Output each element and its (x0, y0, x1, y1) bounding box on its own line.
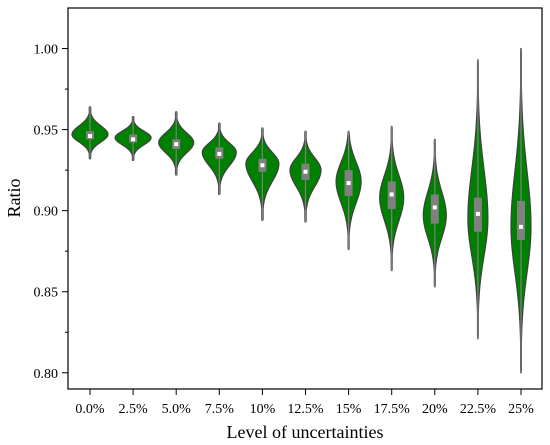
x-tick-label-8: 20% (422, 402, 448, 417)
median-5 (303, 169, 308, 174)
y-tick-label-2: 0.90 (34, 205, 59, 220)
x-tick-label-3: 7.5% (205, 402, 235, 417)
x-tick-label-9: 22.5% (460, 402, 497, 417)
median-9 (475, 211, 480, 216)
box-10 (517, 200, 525, 240)
median-1 (131, 137, 136, 142)
median-4 (260, 163, 265, 168)
x-tick-label-4: 10% (250, 402, 276, 417)
x-tick-label-1: 2.5% (119, 402, 149, 417)
median-6 (346, 181, 351, 186)
x-tick-label-0: 0.0% (75, 402, 105, 417)
x-tick-label-6: 15% (336, 402, 362, 417)
median-10 (519, 224, 523, 229)
x-tick-label-2: 5.0% (162, 402, 192, 417)
x-tick-label-5: 12.5% (287, 402, 324, 417)
y-tick-label-4: 1.00 (34, 43, 59, 58)
x-tick-label-7: 17.5% (374, 402, 411, 417)
x-axis-title: Level of uncertainties (227, 422, 384, 442)
x-tick-label-10: 25% (508, 402, 534, 417)
median-2 (174, 142, 179, 147)
y-tick-label-1: 0.85 (34, 286, 59, 301)
median-3 (217, 151, 222, 156)
y-axis: 0.80 0.85 0.90 0.95 1.00 (34, 43, 68, 382)
y-tick-label-3: 0.95 (34, 124, 59, 139)
median-0 (88, 134, 92, 139)
y-axis-title: Ratio (4, 179, 24, 218)
y-tick-label-0: 0.80 (34, 367, 59, 382)
median-8 (432, 205, 437, 210)
x-axis: 0.0% 2.5% 5.0% 7.5% 10% 12.5% 15% 17.5% 20% 22.5%… (75, 389, 534, 417)
violins-group (71, 47, 532, 374)
median-7 (389, 192, 394, 197)
